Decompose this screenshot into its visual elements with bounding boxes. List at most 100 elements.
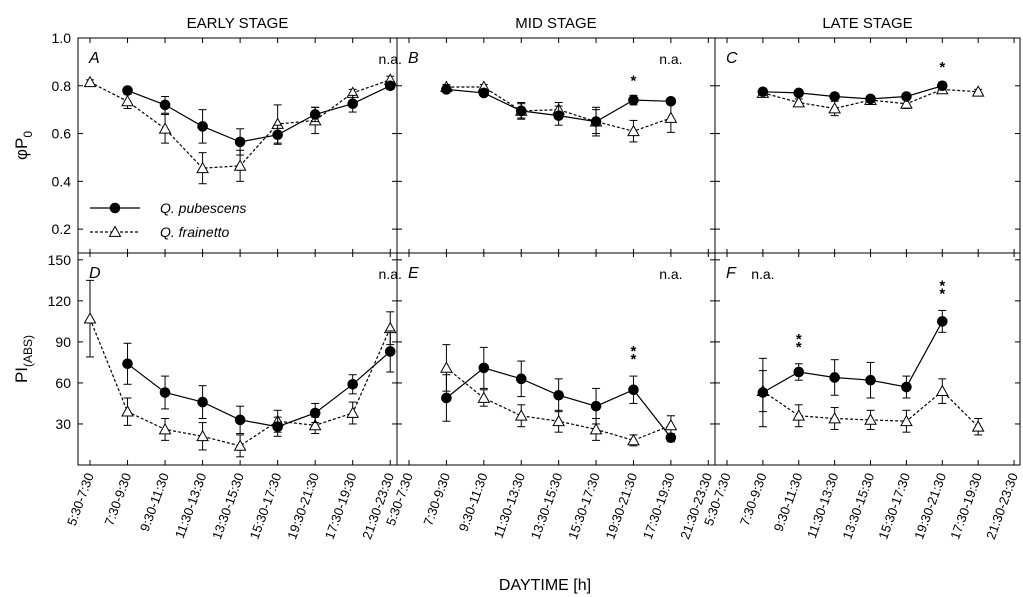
data-point	[346, 406, 360, 418]
data-point	[196, 429, 209, 442]
y-tick-label: 1.0	[52, 30, 72, 46]
data-point	[158, 122, 172, 134]
y-tick-label: 60	[55, 375, 71, 391]
series-line	[89, 318, 391, 447]
series-line	[127, 351, 391, 428]
legend-label: Q. frainetto	[160, 224, 229, 240]
data-point	[792, 409, 806, 421]
data-point	[553, 389, 564, 401]
data-point	[197, 396, 208, 408]
y-axis-label: φP0	[12, 131, 35, 160]
data-point	[828, 101, 841, 114]
series-frainetto	[83, 279, 397, 458]
panel-letter: C	[726, 50, 738, 67]
data-point	[865, 93, 876, 105]
column-title: EARLY STAGE	[187, 15, 289, 32]
significance-annotation: *	[631, 343, 637, 360]
y-tick-label: 0.4	[52, 173, 72, 189]
legend: Q. pubescens Q. frainetto	[90, 200, 246, 240]
data-point	[900, 414, 913, 427]
series-pubescens	[757, 309, 948, 428]
series-line	[762, 321, 943, 394]
data-point	[900, 97, 913, 109]
significance-annotation: n.a.	[379, 266, 402, 282]
legend-label: Q. pubescens	[160, 200, 246, 216]
data-point	[792, 95, 806, 108]
y-tick-label: 0.2	[52, 221, 72, 237]
data-point	[935, 384, 949, 397]
series-line	[762, 85, 943, 100]
x-tick-label: 15:30-17:30	[875, 471, 913, 541]
data-point	[757, 387, 769, 398]
panel-frame	[396, 37, 716, 254]
x-tick-label: 9:30-11:30	[771, 471, 806, 534]
x-tick-label: 11:30-13:30	[172, 471, 210, 540]
data-point	[664, 111, 678, 123]
data-point	[665, 432, 677, 443]
x-tick-label: 11:30-13:30	[491, 471, 529, 540]
data-point	[347, 379, 359, 390]
data-point	[441, 84, 452, 95]
significance-annotation: *	[939, 59, 945, 76]
data-point	[109, 202, 121, 214]
panel-letter: E	[408, 265, 419, 282]
x-tick-label: 9:30-11:30	[456, 471, 491, 534]
x-tick-label: 17:30-19:30	[322, 471, 360, 541]
data-point	[590, 400, 602, 412]
data-point	[108, 225, 122, 237]
data-point	[514, 409, 528, 421]
data-point	[234, 136, 246, 148]
data-point	[515, 105, 527, 117]
data-point	[440, 361, 453, 373]
data-point	[233, 159, 247, 171]
significance-annotation: n.a.	[751, 266, 774, 282]
data-point	[384, 346, 396, 357]
panel-C: C*	[726, 50, 985, 117]
panel-letter: F	[726, 265, 737, 282]
series-pubescens	[441, 346, 677, 443]
significance-annotation: *	[939, 285, 945, 302]
significance-annotation: *	[796, 339, 802, 356]
data-point	[196, 161, 209, 174]
x-tick-label: 7:30-9:30	[101, 471, 134, 528]
data-point	[234, 414, 246, 426]
data-point	[589, 422, 603, 435]
data-point	[384, 80, 396, 92]
x-tick-label: 19:30-21:30	[911, 471, 949, 541]
panel-frame	[714, 37, 1021, 254]
column-title: LATE STAGE	[822, 15, 912, 32]
data-point	[122, 358, 133, 370]
x-tick-label: 15:30-17:30	[565, 471, 603, 541]
series-frainetto	[440, 344, 678, 447]
data-point	[197, 121, 208, 132]
data-point	[122, 85, 133, 96]
data-point	[901, 381, 912, 393]
panel-letter: D	[89, 265, 101, 282]
data-point	[478, 362, 490, 374]
x-tick-label: 5:30-7:30	[64, 471, 97, 528]
data-point	[233, 439, 247, 451]
x-axis-title: DAYTIME [h]	[499, 577, 591, 594]
data-point	[829, 372, 840, 383]
significance-annotation: *	[939, 277, 945, 294]
data-point	[308, 418, 322, 431]
data-point	[793, 87, 805, 99]
x-tick-label: 13:30-15:30	[528, 471, 566, 541]
data-point	[272, 129, 283, 141]
series-pubescens	[441, 84, 677, 135]
data-point	[628, 384, 639, 396]
data-point	[664, 418, 678, 431]
x-tick-label: 7:30-9:30	[420, 471, 453, 528]
data-point	[553, 110, 564, 121]
series-pubescens	[757, 80, 948, 105]
data-point	[158, 422, 172, 435]
significance-annotation: *	[796, 331, 802, 348]
data-point	[627, 124, 640, 137]
data-point	[309, 109, 321, 120]
series-pubescens	[122, 330, 396, 437]
data-point	[829, 91, 840, 102]
panel-E: E ** n.a.	[408, 265, 683, 447]
x-tick-label: 17:30-19:30	[640, 471, 678, 541]
x-tick-label: 9:30-11:30	[137, 471, 172, 534]
